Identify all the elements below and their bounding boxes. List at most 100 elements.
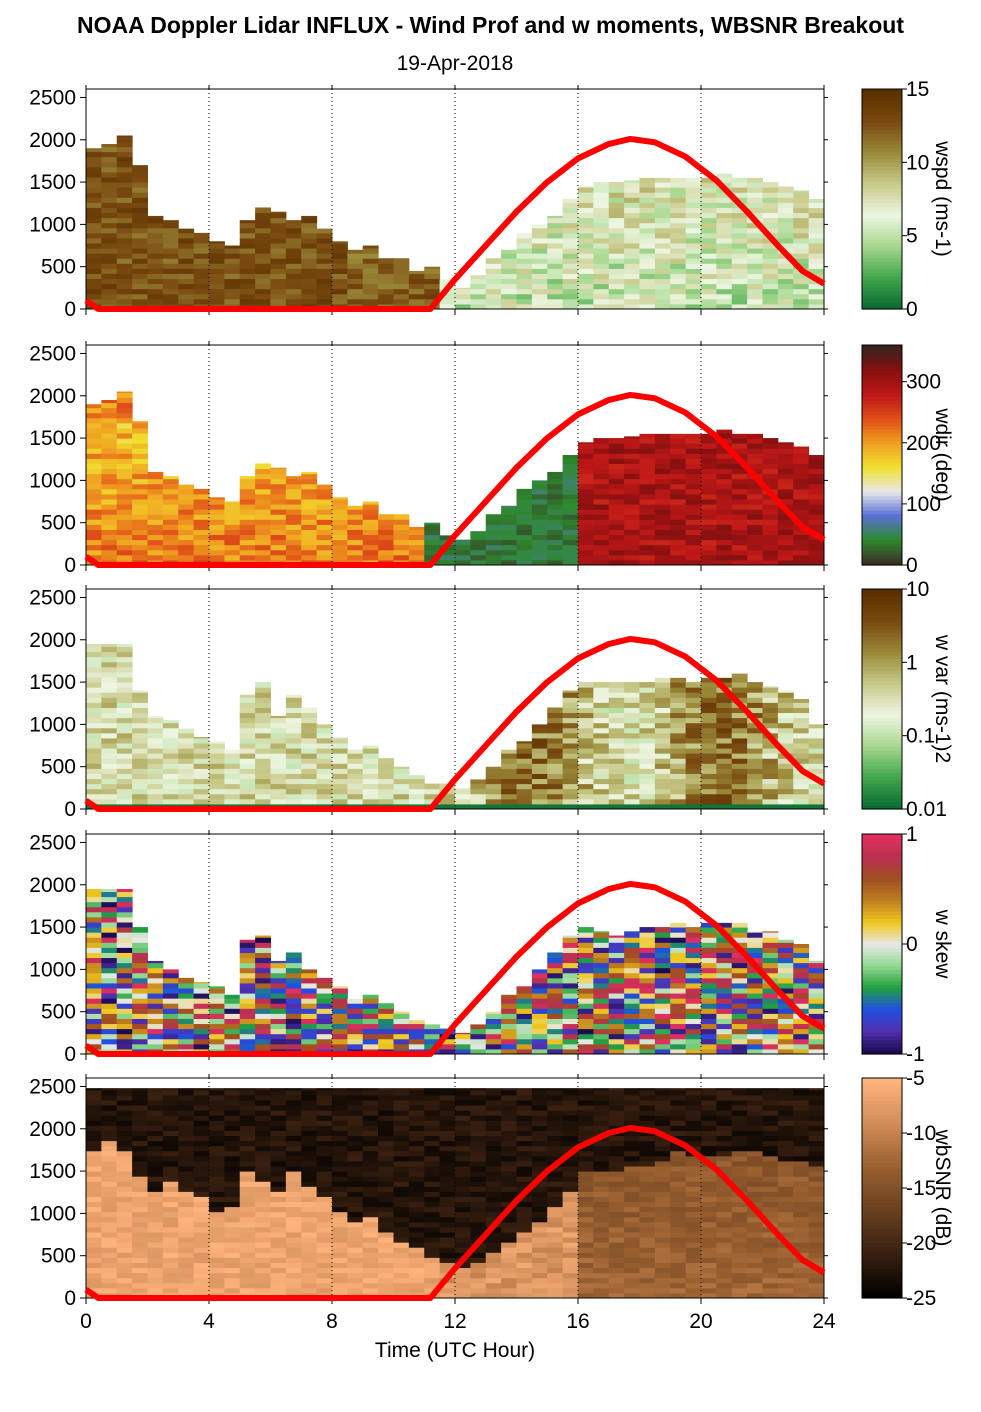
heatmap-cell xyxy=(239,1191,256,1197)
heatmap-cell xyxy=(501,519,517,525)
heatmap-cell xyxy=(762,549,779,556)
heatmap-cell xyxy=(378,1186,394,1192)
heatmap-cell xyxy=(332,504,348,510)
heatmap-cell xyxy=(685,473,702,480)
heatmap-cell xyxy=(408,283,425,290)
heatmap-cell xyxy=(762,212,779,219)
heatmap-cell xyxy=(255,1145,271,1152)
heatmap-cell xyxy=(501,249,517,254)
heatmap-cell xyxy=(701,778,717,785)
heatmap-cell xyxy=(562,504,579,510)
heatmap-cell xyxy=(777,702,794,708)
heatmap-cell xyxy=(378,778,394,785)
heatmap-cell xyxy=(408,1023,425,1030)
heatmap-cell xyxy=(132,1166,148,1172)
heatmap-cell xyxy=(239,1120,256,1126)
heatmap-cell xyxy=(162,243,179,249)
heatmap-cell xyxy=(116,422,133,429)
heatmap-cell xyxy=(608,529,625,536)
heatmap-cell xyxy=(562,207,579,214)
heatmap-cell xyxy=(685,237,702,244)
heatmap-cell xyxy=(116,1120,133,1126)
heatmap-cell xyxy=(255,682,271,688)
heatmap-cell xyxy=(624,998,640,1004)
heatmap-cell xyxy=(178,243,195,249)
heatmap-cell xyxy=(777,232,794,239)
heatmap-cell xyxy=(209,1176,225,1182)
heatmap-cell xyxy=(654,748,671,754)
heatmap-cell xyxy=(116,1242,133,1248)
heatmap-cell xyxy=(793,554,810,561)
heatmap-cell xyxy=(86,192,102,198)
heatmap-cell xyxy=(162,972,179,979)
heatmap-cell xyxy=(132,793,148,800)
heatmap-cell xyxy=(316,1043,333,1050)
heatmap-cell xyxy=(562,202,579,208)
heatmap-cell xyxy=(132,690,148,693)
heatmap-cell xyxy=(132,1140,148,1147)
heatmap-cell xyxy=(193,534,210,541)
heatmap-cell xyxy=(316,1267,333,1274)
heatmap-cell xyxy=(209,1186,225,1192)
heatmap-cell xyxy=(132,753,148,759)
heatmap-cell xyxy=(101,788,118,795)
heatmap-cell xyxy=(86,722,102,729)
heatmap-cell xyxy=(224,1242,241,1248)
heatmap-cell xyxy=(362,293,379,300)
heatmap-cell xyxy=(362,748,379,754)
heatmap-cell xyxy=(639,463,656,470)
heatmap-cell xyxy=(608,1023,625,1030)
heatmap-cell xyxy=(147,1145,164,1152)
heatmap-cell xyxy=(593,448,610,454)
heatmap-cell xyxy=(332,1135,348,1142)
heatmap-cell xyxy=(116,438,133,444)
heatmap-cell xyxy=(777,692,794,698)
heatmap-cell xyxy=(701,443,717,449)
heatmap-cell xyxy=(485,258,502,264)
colorbar-swatch xyxy=(862,92,902,97)
heatmap-cell xyxy=(86,758,102,764)
heatmap-cell xyxy=(193,544,210,551)
heatmap-cell xyxy=(101,1110,118,1116)
heatmap-cell xyxy=(762,1038,779,1045)
heatmap-cell xyxy=(301,483,318,490)
heatmap-cell xyxy=(101,402,118,409)
colorbar-swatch xyxy=(862,114,902,119)
heatmap-cell xyxy=(178,1145,195,1152)
heatmap-cell xyxy=(777,972,794,979)
heatmap-cell xyxy=(531,493,548,500)
heatmap-cell xyxy=(716,922,733,928)
heatmap-cell xyxy=(132,932,148,938)
heatmap-cell xyxy=(793,483,810,490)
colorbar-swatch xyxy=(862,290,902,295)
heatmap-cell xyxy=(301,969,318,974)
heatmap-cell xyxy=(701,303,717,310)
colorbar-frame xyxy=(861,344,903,566)
heatmap-cell xyxy=(654,483,671,490)
heatmap-cell xyxy=(731,972,748,979)
heatmap-cell xyxy=(762,937,779,943)
heatmap-cell xyxy=(86,166,102,173)
colorbar-swatch xyxy=(862,966,902,971)
heatmap-cell xyxy=(378,1120,394,1126)
heatmap-cell xyxy=(332,1262,348,1269)
heatmap-cell xyxy=(731,687,748,693)
colorbar-swatch xyxy=(862,991,902,996)
heatmap-cell xyxy=(654,1033,671,1040)
heatmap-cell xyxy=(654,539,671,546)
heatmap-cell xyxy=(362,1166,379,1172)
heatmap-cell xyxy=(639,732,656,739)
heatmap-cell xyxy=(408,798,425,805)
heatmap-cell xyxy=(578,783,594,790)
heatmap-cell xyxy=(716,993,733,999)
heatmap-cell xyxy=(132,692,148,698)
heatmap-cell xyxy=(608,1008,625,1014)
heatmap-cell xyxy=(701,788,717,795)
heatmap-cell xyxy=(86,248,102,254)
heatmap-cell xyxy=(86,488,102,495)
heatmap-cell xyxy=(608,303,625,310)
heatmap-cell xyxy=(162,1211,179,1218)
heatmap-cell xyxy=(116,732,133,739)
heatmap-cell xyxy=(670,982,687,989)
heatmap-cell xyxy=(147,1176,164,1182)
